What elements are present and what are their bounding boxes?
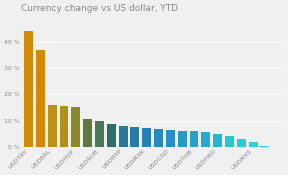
Bar (142, 128, 151, 147)
Bar (130, 127, 139, 147)
Bar (237, 139, 246, 147)
Bar (60, 106, 69, 147)
Bar (225, 136, 234, 147)
Bar (166, 130, 175, 147)
Bar (178, 131, 187, 147)
Bar (119, 126, 128, 147)
Bar (190, 131, 198, 147)
Bar (249, 142, 257, 147)
Bar (24, 31, 33, 147)
Bar (154, 129, 163, 147)
Bar (95, 121, 104, 147)
Bar (260, 145, 269, 147)
Bar (83, 119, 92, 147)
Bar (201, 132, 210, 147)
Bar (36, 50, 45, 147)
Bar (48, 105, 57, 147)
Bar (71, 107, 80, 147)
Bar (213, 134, 222, 147)
Bar (272, 147, 281, 151)
Text: Currency change vs US dollar, YTD: Currency change vs US dollar, YTD (21, 4, 179, 13)
Bar (107, 124, 116, 147)
